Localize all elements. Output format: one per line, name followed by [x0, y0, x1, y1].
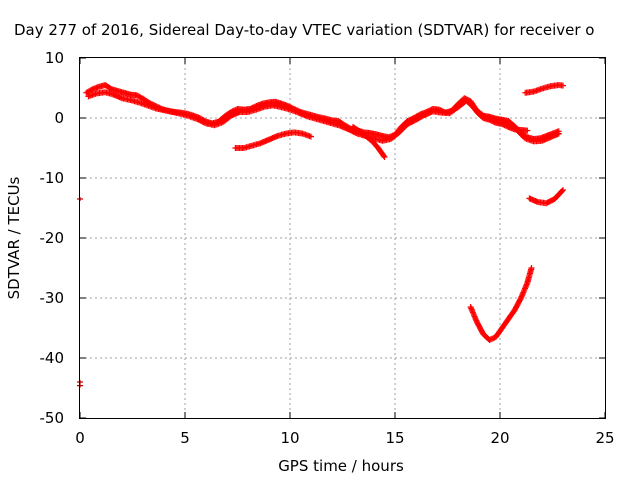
data-point — [308, 133, 314, 140]
series-track — [232, 129, 314, 151]
chart-title: Day 277 of 2016, Sidereal Day-to-day VTE… — [14, 21, 594, 39]
y-tick-label: -20 — [40, 229, 65, 247]
series-track — [350, 124, 388, 160]
data-point — [381, 154, 388, 160]
series-track — [522, 82, 566, 96]
x-tick-label: 20 — [490, 429, 509, 447]
x-tick-label: 10 — [280, 429, 299, 447]
data-point — [524, 127, 531, 134]
y-tick-label: -40 — [40, 349, 65, 367]
data-point — [528, 265, 535, 271]
y-tick-label: -50 — [40, 409, 65, 427]
plot-marks — [77, 82, 566, 388]
data-point — [560, 82, 566, 89]
series-track — [467, 100, 531, 134]
y-axis: 10 0 -10 -20 -30 -40 -50 — [40, 49, 605, 427]
series-track — [85, 89, 562, 145]
y-axis-label: SDTVAR / TECUs — [5, 176, 23, 299]
series-track — [83, 82, 562, 142]
x-axis: 0 5 10 15 20 25 — [75, 58, 615, 447]
y-tick-label: 10 — [45, 49, 64, 67]
plot-frame — [79, 57, 606, 419]
y-tick-label: 0 — [54, 109, 64, 127]
x-tick-label: 25 — [595, 429, 614, 447]
series-track — [467, 265, 535, 343]
data-point — [380, 152, 387, 159]
x-tick-label: 15 — [385, 429, 404, 447]
x-tick-label: 5 — [180, 429, 190, 447]
y-tick-label: -10 — [40, 169, 65, 187]
series-track — [526, 187, 566, 207]
y-tick-label: -30 — [40, 289, 65, 307]
data-point — [555, 130, 562, 137]
x-axis-label: GPS time / hours — [278, 457, 404, 475]
data-point — [559, 188, 566, 194]
data-point — [560, 187, 566, 193]
x-tick-label: 0 — [75, 429, 85, 447]
